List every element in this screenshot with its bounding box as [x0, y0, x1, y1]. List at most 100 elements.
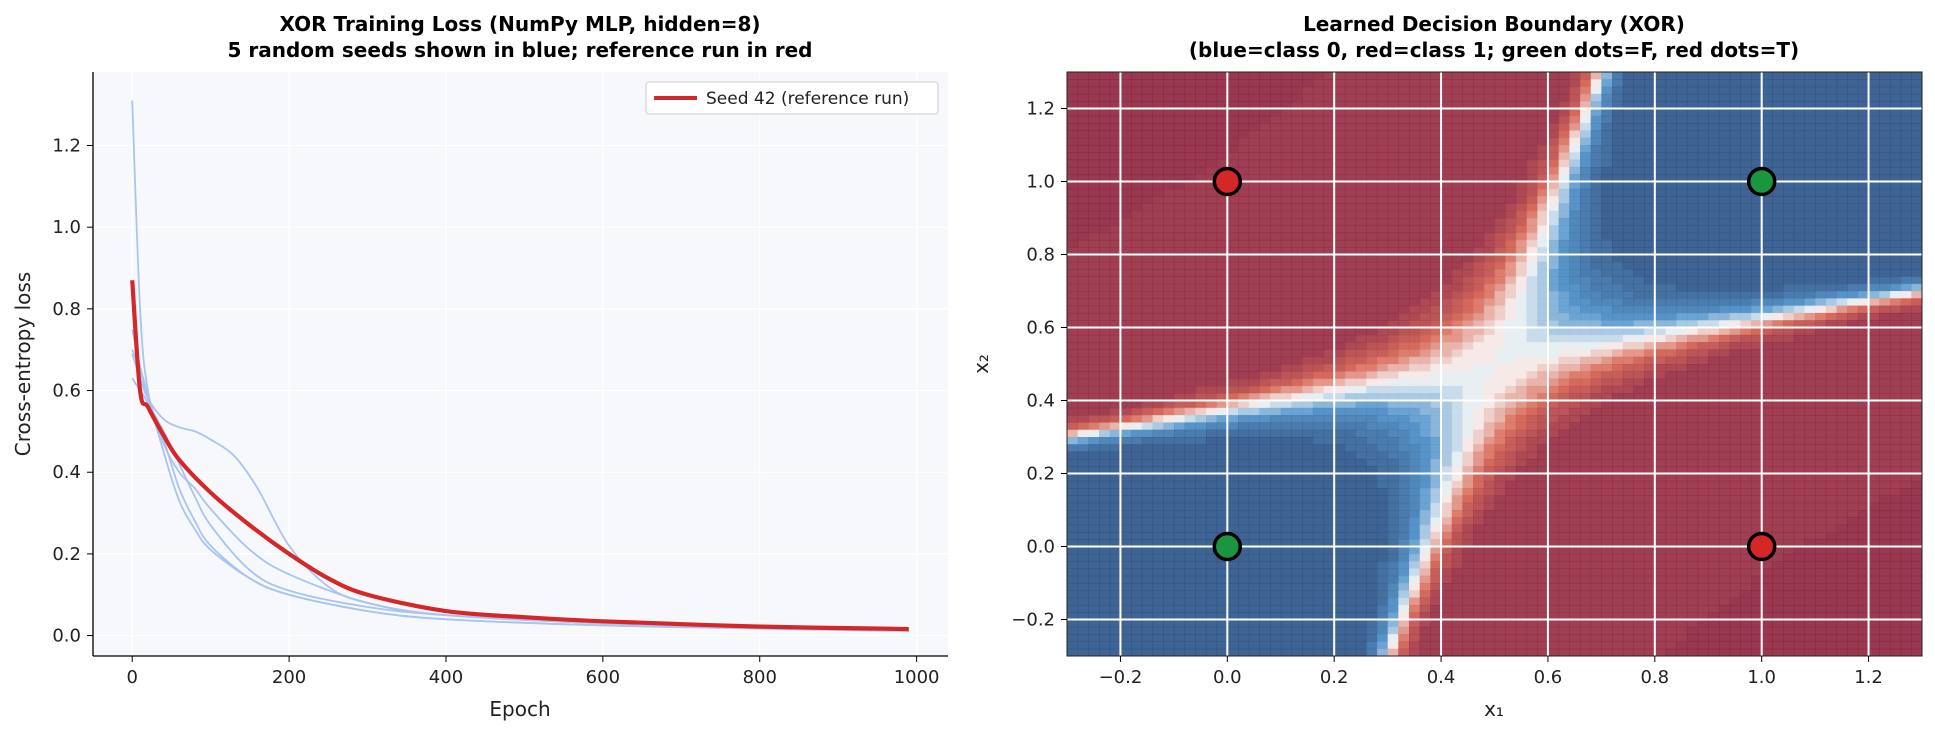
- heatmap-cell: [1302, 145, 1313, 153]
- heatmap-cell: [1302, 276, 1313, 284]
- heatmap-cell: [1537, 510, 1548, 518]
- heatmap-cell: [1388, 218, 1399, 226]
- heatmap-cell: [1120, 138, 1131, 146]
- heatmap-cell: [1217, 342, 1228, 350]
- heatmap-cell: [1409, 517, 1420, 525]
- heatmap-cell: [1366, 109, 1377, 117]
- heatmap-cell: [1131, 554, 1142, 562]
- heatmap-cell: [1388, 503, 1399, 511]
- heatmap-cell: [1644, 488, 1655, 496]
- heatmap-cell: [1088, 152, 1099, 160]
- heatmap-cell: [1099, 620, 1110, 628]
- heatmap-cell: [1484, 495, 1495, 503]
- heatmap-cell: [1644, 371, 1655, 379]
- heatmap-cell: [1174, 379, 1185, 387]
- heatmap-cell: [1067, 196, 1078, 204]
- heatmap-cell: [1516, 590, 1527, 598]
- heatmap-cell: [1078, 269, 1089, 277]
- heatmap-cell: [1067, 590, 1078, 598]
- heatmap-cell: [1249, 94, 1260, 102]
- heatmap-cell: [1441, 240, 1452, 248]
- heatmap-cell: [1281, 167, 1292, 175]
- heatmap-cell: [1195, 233, 1206, 241]
- heatmap-cell: [1527, 649, 1538, 657]
- heatmap-cell: [1462, 422, 1473, 430]
- loss-xtick-label: 200: [272, 667, 306, 688]
- heatmap-cell: [1591, 335, 1602, 343]
- heatmap-cell: [1580, 189, 1591, 197]
- heatmap-cell: [1398, 371, 1409, 379]
- heatmap-cell: [1281, 211, 1292, 219]
- heatmap-cell: [1366, 444, 1377, 452]
- heatmap-cell: [1495, 342, 1506, 350]
- heatmap-cell: [1462, 576, 1473, 584]
- heatmap-cell: [1270, 532, 1281, 540]
- heatmap-cell: [1227, 328, 1238, 336]
- heatmap-cell: [1281, 517, 1292, 525]
- heatmap-cell: [1067, 517, 1078, 525]
- heatmap-cell: [1420, 627, 1431, 635]
- heatmap-cell: [1420, 196, 1431, 204]
- heatmap-cell: [1495, 583, 1506, 591]
- heatmap-cell: [1537, 152, 1548, 160]
- heatmap-cell: [1185, 218, 1196, 226]
- heatmap-cell: [1110, 167, 1121, 175]
- heatmap-cell: [1120, 211, 1131, 219]
- heatmap-cell: [1088, 306, 1099, 314]
- heatmap-cell: [1345, 240, 1356, 248]
- heatmap-cell: [1452, 627, 1463, 635]
- heatmap-cell: [1698, 554, 1709, 562]
- heatmap-cell: [1569, 583, 1580, 591]
- heatmap-cell: [1420, 225, 1431, 233]
- heatmap-cell: [1324, 182, 1335, 190]
- heatmap-cell: [1281, 627, 1292, 635]
- heatmap-cell: [1313, 430, 1324, 438]
- heatmap-cell: [1388, 203, 1399, 211]
- heatmap-cell: [1185, 452, 1196, 460]
- heatmap-cell: [1334, 495, 1345, 503]
- heatmap-cell: [1217, 422, 1228, 430]
- heatmap-cell: [1067, 568, 1078, 576]
- heatmap-cell: [1174, 349, 1185, 357]
- heatmap-cell: [1195, 218, 1206, 226]
- heatmap-cell: [1548, 240, 1559, 248]
- heatmap-cell: [1580, 211, 1591, 219]
- heatmap-cell: [1302, 167, 1313, 175]
- heatmap-cell: [1153, 547, 1164, 555]
- heatmap-cell: [1206, 605, 1217, 613]
- heatmap-cell: [1249, 379, 1260, 387]
- heatmap-cell: [1430, 211, 1441, 219]
- heatmap-cell: [1249, 189, 1260, 197]
- heatmap-cell: [1067, 123, 1078, 131]
- heatmap-cell: [1548, 598, 1559, 606]
- heatmap-cell: [1655, 218, 1666, 226]
- heatmap-cell: [1420, 408, 1431, 416]
- heatmap-cell: [1067, 291, 1078, 299]
- heatmap-cell: [1067, 495, 1078, 503]
- heatmap-cell: [1377, 291, 1388, 299]
- heatmap-cell: [1430, 298, 1441, 306]
- heatmap-cell: [1441, 568, 1452, 576]
- heatmap-cell: [1281, 306, 1292, 314]
- heatmap-cell: [1334, 474, 1345, 482]
- heatmap-cell: [1644, 532, 1655, 540]
- heatmap-cell: [1633, 225, 1644, 233]
- heatmap-cell: [1281, 576, 1292, 584]
- heatmap-cell: [1185, 298, 1196, 306]
- heatmap-cell: [1131, 160, 1142, 168]
- heatmap-cell: [1195, 79, 1206, 87]
- heatmap-cell: [1377, 649, 1388, 657]
- heatmap-cell: [1195, 109, 1206, 117]
- heatmap-cell: [1505, 211, 1516, 219]
- heatmap-cell: [1537, 167, 1548, 175]
- heatmap-cell: [1420, 298, 1431, 306]
- heatmap-cell: [1452, 203, 1463, 211]
- heatmap-cell: [1142, 510, 1153, 518]
- heatmap-cell: [1131, 276, 1142, 284]
- heatmap-cell: [1633, 561, 1644, 569]
- heatmap-cell: [1099, 444, 1110, 452]
- heatmap-cell: [1238, 364, 1249, 372]
- heatmap-cell: [1206, 342, 1217, 350]
- heatmap-cell: [1666, 313, 1677, 321]
- heatmap-cell: [1601, 262, 1612, 270]
